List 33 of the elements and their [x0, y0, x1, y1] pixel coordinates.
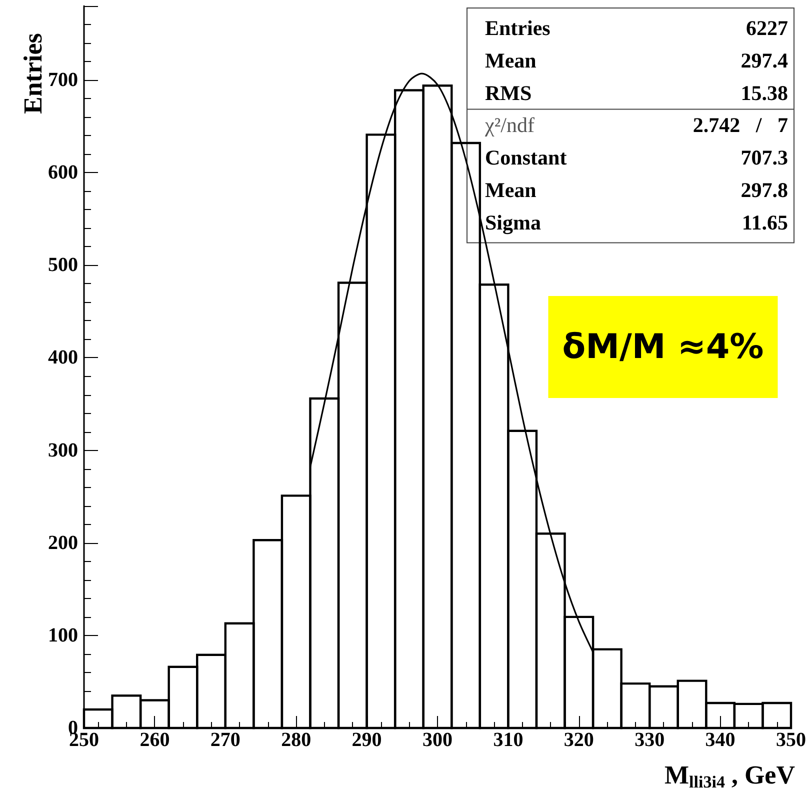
y-axis-title: Entries: [18, 33, 48, 114]
x-tick-label: 320: [564, 729, 594, 751]
x-tick-label: 340: [705, 729, 736, 751]
annotation: δM/M ≈4%: [562, 327, 764, 367]
x-tick-label: 290: [352, 729, 382, 751]
annotation: χ²/ndf: [484, 113, 534, 138]
y-tick-label: 100: [48, 624, 78, 646]
y-tick-label: 400: [48, 346, 78, 369]
x-tick-label: 310: [493, 729, 524, 751]
x-tick-label: 280: [281, 729, 312, 751]
annotation: Mean: [485, 48, 537, 72]
x-tick-label: 350: [776, 729, 806, 751]
annotation: 2.742 / 7: [692, 113, 788, 138]
annotation: Sigma: [485, 210, 542, 234]
annotation: 6227: [746, 16, 788, 40]
annotation: 707.3: [740, 146, 788, 170]
annotation: Mean: [485, 178, 537, 202]
y-tick-label: 300: [48, 439, 78, 462]
y-tick-label: 700: [48, 69, 78, 92]
y-tick-label: 200: [48, 532, 78, 554]
x-tick-label: 300: [422, 729, 452, 751]
annotation: 15.38: [740, 80, 788, 105]
x-tick-label: 260: [140, 729, 170, 751]
annotation: Entries: [485, 16, 550, 40]
annotation: 297.8: [740, 178, 788, 202]
annotation: 11.65: [742, 210, 788, 234]
annotation: 297.4: [740, 48, 788, 72]
x-tick-label: 270: [210, 729, 240, 751]
y-tick-label: 600: [48, 162, 78, 184]
y-tick-label: 500: [48, 254, 78, 276]
annotation: RMS: [485, 80, 532, 105]
x-tick-label: 330: [634, 729, 665, 751]
annotation: Constant: [485, 146, 567, 170]
